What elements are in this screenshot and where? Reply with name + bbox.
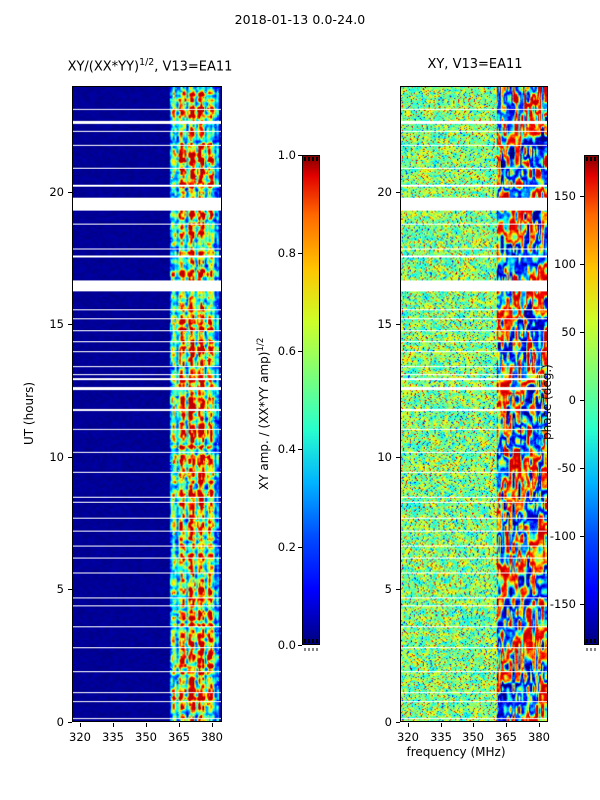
right-ytick-5	[396, 589, 400, 590]
left-yticklabel-20: 20	[49, 185, 64, 199]
left-ytick-10	[68, 457, 72, 458]
right-xtick-380	[539, 723, 540, 727]
phase-cbar-tick-neg50	[580, 468, 584, 469]
left-xticklabel-380: 380	[201, 730, 223, 744]
amplitude-cbar-label-04: 0.4	[277, 442, 296, 456]
left-xticklabel-335: 335	[102, 730, 124, 744]
left-ytick-5	[68, 589, 72, 590]
amplitude-colorbar[interactable]	[302, 155, 320, 651]
right-xticklabel-335: 335	[430, 730, 452, 744]
left-yticklabel-15: 15	[49, 317, 64, 331]
amplitude-colorbar-label: XY amp. / (XX*YY amp)1/2	[256, 338, 271, 490]
amplitude-cbar-tick-10	[298, 155, 302, 156]
phase-cbar-label-neg100: -100	[549, 529, 576, 543]
right-xticklabel-380: 380	[528, 730, 550, 744]
right-xticklabel-365: 365	[495, 730, 517, 744]
left-panel-title-tail: , V13=EA11	[154, 59, 233, 75]
left-ytick-0	[68, 722, 72, 723]
left-ytick-15	[68, 324, 72, 325]
phase-cbar-label-neg50: -50	[557, 461, 576, 475]
phase-colorbar[interactable]	[584, 155, 599, 651]
right-xticklabel-320: 320	[397, 730, 419, 744]
amplitude-colorbar-under-marker	[304, 639, 318, 643]
right-ytick-0	[396, 722, 400, 723]
left-xticklabel-320: 320	[69, 730, 91, 744]
phase-cbar-label-100: 100	[554, 257, 576, 271]
phase-colorbar-over-marker	[586, 157, 597, 161]
amplitude-cbar-tick-0	[298, 645, 302, 646]
phase-heatmap[interactable]	[400, 86, 548, 722]
phase-colorbar-label: phase (deg.)	[540, 364, 554, 440]
frequency-axis-label: frequency (MHz)	[406, 745, 506, 759]
phase-cbar-tick-100	[580, 264, 584, 265]
phase-cbar-label-neg150: -150	[549, 597, 576, 611]
right-yticklabel-20: 20	[377, 185, 392, 199]
phase-cbar-label-50: 50	[561, 325, 576, 339]
right-xtick-365	[506, 723, 507, 727]
left-xticklabel-365: 365	[168, 730, 190, 744]
right-ytick-20	[396, 192, 400, 193]
phase-cbar-label-150: 150	[554, 189, 576, 203]
left-yticklabel-5: 5	[56, 582, 64, 596]
left-panel-ylabel: UT (hours)	[22, 381, 36, 445]
amplitude-colorbar-over-marker	[304, 157, 318, 161]
right-xtick-350	[473, 723, 474, 727]
amplitude-colorbar-gradient	[303, 156, 319, 644]
amplitude-cbar-label-08: 0.8	[277, 246, 296, 260]
left-xtick-335	[113, 723, 114, 727]
phase-colorbar-under-marker	[586, 639, 597, 643]
figure-suptitle: 2018-01-13 0.0-24.0	[234, 12, 366, 27]
phase-colorbar-extend-marker	[586, 648, 597, 651]
right-panel-title: XY, V13=EA11	[427, 57, 523, 72]
amplitude-cbar-label-02: 0.2	[277, 540, 296, 554]
right-xticklabel-350: 350	[462, 730, 484, 744]
right-xtick-320	[408, 723, 409, 727]
right-yticklabel-0: 0	[384, 715, 392, 729]
phase-cbar-tick-0	[580, 400, 584, 401]
amplitude-cbar-label-10: 1.0	[277, 148, 296, 162]
amplitude-cbar-label-06: 0.6	[277, 344, 296, 358]
left-yticklabel-0: 0	[56, 715, 64, 729]
amplitude-cbar-label-0: 0.0	[277, 638, 296, 652]
right-ytick-10	[396, 457, 400, 458]
amplitude-colorbar-label-exponent: 1/2	[256, 337, 266, 352]
left-xtick-380	[212, 723, 213, 727]
amplitude-ratio-heatmap[interactable]	[72, 86, 222, 722]
left-xticklabel-350: 350	[135, 730, 157, 744]
phase-colorbar-gradient	[585, 156, 598, 644]
amplitude-cbar-tick-04	[298, 449, 302, 450]
amplitude-cbar-tick-06	[298, 351, 302, 352]
amplitude-cbar-tick-08	[298, 253, 302, 254]
left-xtick-320	[80, 723, 81, 727]
left-panel-title-main: XY/(XX*YY)	[67, 59, 140, 75]
right-yticklabel-15: 15	[377, 317, 392, 331]
right-yticklabel-10: 10	[377, 450, 392, 464]
phase-image	[401, 87, 547, 721]
phase-cbar-tick-150	[580, 196, 584, 197]
phase-cbar-label-0: 0	[568, 393, 576, 407]
right-yticklabel-5: 5	[384, 582, 392, 596]
right-ytick-15	[396, 324, 400, 325]
left-xtick-350	[146, 723, 147, 727]
amplitude-colorbar-extend-marker	[304, 648, 318, 651]
left-panel-title: XY/(XX*YY)1/2, V13=EA11	[20, 57, 280, 74]
left-xtick-365	[179, 723, 180, 727]
phase-cbar-tick-neg150	[580, 604, 584, 605]
amplitude-cbar-tick-02	[298, 547, 302, 548]
left-yticklabel-10: 10	[49, 450, 64, 464]
right-xtick-335	[441, 723, 442, 727]
amplitude-ratio-image	[73, 87, 221, 721]
phase-cbar-tick-neg100	[580, 536, 584, 537]
left-panel-title-exponent: 1/2	[139, 57, 155, 68]
amplitude-colorbar-label-main: XY amp. / (XX*YY amp)	[257, 351, 271, 490]
phase-cbar-tick-50	[580, 332, 584, 333]
left-ytick-20	[68, 192, 72, 193]
